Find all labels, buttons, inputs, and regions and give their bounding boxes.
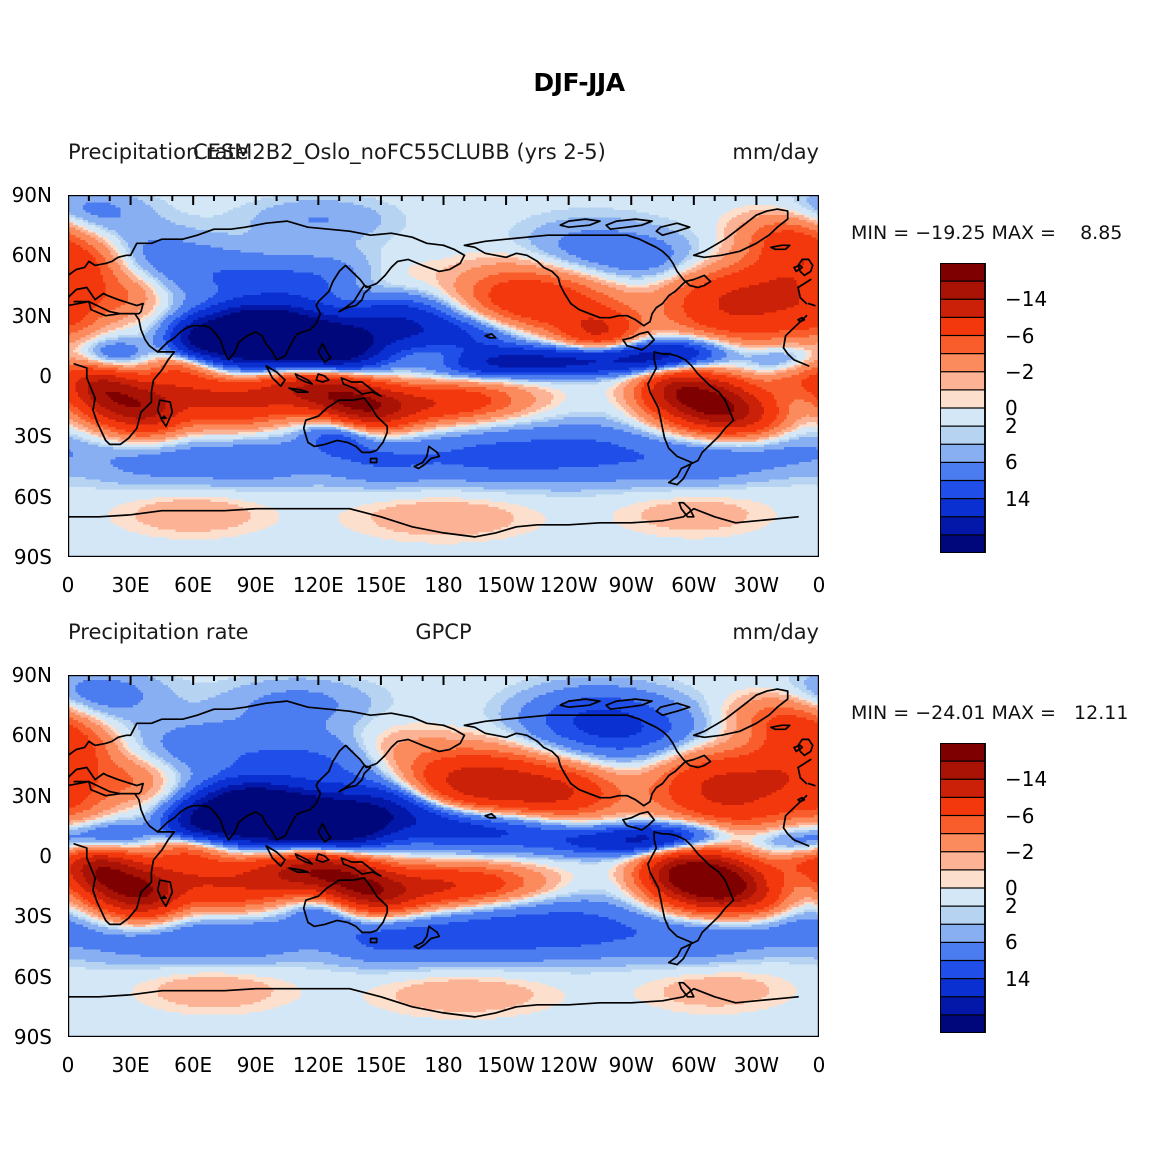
lon-tick-label: 0 <box>812 573 826 597</box>
lon-tick-label: 90E <box>236 573 275 597</box>
lat-tick-label: 90N <box>11 183 52 207</box>
lon-tick-label: 30E <box>111 1053 150 1077</box>
panel-obs: Precipitation rate GPCP mm/day 90N 60N 30N… <box>12 620 826 1077</box>
lon-tick-label: 90W <box>608 1053 654 1077</box>
lat-tick-label: 60N <box>11 243 52 268</box>
colorbar-tick-label: −14 <box>1005 767 1048 792</box>
lon-tick-label: 150W <box>477 1053 536 1077</box>
lon-tick-label: 60E <box>174 1053 213 1077</box>
lat-tick-label: 0 <box>39 844 52 868</box>
lon-tick-label: 60W <box>671 1053 717 1077</box>
lat-tick-label: 30N <box>11 303 52 328</box>
colorbar-tick-label: −2 <box>1005 839 1035 864</box>
lat-tick-label: 0 <box>39 364 52 388</box>
colorbar-model <box>940 263 986 553</box>
map-plot-model <box>68 195 819 557</box>
colorbar-tick-label: 14 <box>1005 486 1031 511</box>
lon-tick-label: 180 <box>424 1053 463 1077</box>
lon-tick-label: 150E <box>355 573 407 597</box>
lon-tick-label: 0 <box>61 573 75 597</box>
lon-tick-label: 120W <box>539 573 598 597</box>
panel-model: Precipitation rate CESM2B2_Oslo_noFC55CL… <box>12 140 826 597</box>
colorbar-tick-label: 14 <box>1005 966 1031 991</box>
panel-obs-header-left: Precipitation rate <box>68 620 249 644</box>
lon-tick-label: 120E <box>292 573 344 597</box>
lat-tick-label: 30S <box>13 424 52 449</box>
lon-tick-label: 30W <box>733 573 780 597</box>
colorbar-tick-label: 0 <box>1005 396 1018 420</box>
panel-obs-header-units: mm/day <box>732 620 819 644</box>
lon-tick-label: 0 <box>61 1053 75 1077</box>
colorbar-tick-label: 0 <box>1005 876 1018 900</box>
colorbar-tick-label: −6 <box>1005 323 1035 348</box>
lat-tick-label: 60N <box>11 723 52 748</box>
map-plot-obs <box>68 675 819 1037</box>
lat-tick-label: 30N <box>11 783 52 808</box>
figure-title: DJF-JJA <box>533 68 625 97</box>
lat-tick-label: 30S <box>13 904 52 929</box>
colorbar-tick-label: −2 <box>1005 359 1035 384</box>
lat-tick-label: 90N <box>11 663 52 687</box>
lon-tick-label: 150W <box>477 573 536 597</box>
lon-tick-label: 30W <box>733 1053 780 1077</box>
colorbar-tick-label: 2 <box>1005 894 1018 919</box>
lat-tick-label: 90S <box>13 1025 52 1049</box>
minmax-model: MIN = −19.25 MAX = 8.85 <box>851 222 1123 244</box>
lon-tick-label: 90W <box>608 573 654 597</box>
panel-model-header-case: CESM2B2_Oslo_noFC55CLUBB (yrs 2-5) <box>193 140 606 164</box>
lon-tick-label: 120W <box>539 1053 598 1077</box>
colorbar-obs-labels: 14 6 2 0 −2 −6 −14 <box>1005 743 1085 1033</box>
colorbar-tick-label: 2 <box>1005 414 1018 439</box>
lon-tick-label: 180 <box>424 573 463 597</box>
minmax-obs: MIN = −24.01 MAX = 12.11 <box>851 702 1129 724</box>
lon-tick-label: 90E <box>236 1053 275 1077</box>
colorbar-tick-label: −14 <box>1005 287 1048 312</box>
colorbar-model-labels: 14 6 2 0 −2 −6 −14 <box>1005 263 1085 553</box>
panel-model-header-left: Precipitation rate <box>68 140 249 164</box>
lat-tick-label: 90S <box>13 545 52 569</box>
colorbar-tick-label: 6 <box>1005 930 1018 955</box>
colorbar-tick-label: 6 <box>1005 450 1018 475</box>
lon-tick-label: 60E <box>174 573 213 597</box>
lon-tick-label: 150E <box>355 1053 407 1077</box>
lon-tick-label: 120E <box>292 1053 344 1077</box>
lat-tick-label: 60S <box>13 964 52 989</box>
lat-tick-label: 60S <box>13 484 52 509</box>
panel-obs-header-case: GPCP <box>415 620 472 644</box>
lon-tick-label: 60W <box>671 573 717 597</box>
panel-model-header-units: mm/day <box>732 140 819 164</box>
lon-tick-label: 30E <box>111 573 150 597</box>
colorbar-obs <box>940 743 986 1033</box>
colorbar-tick-label: −6 <box>1005 803 1035 828</box>
lon-tick-label: 0 <box>812 1053 826 1077</box>
